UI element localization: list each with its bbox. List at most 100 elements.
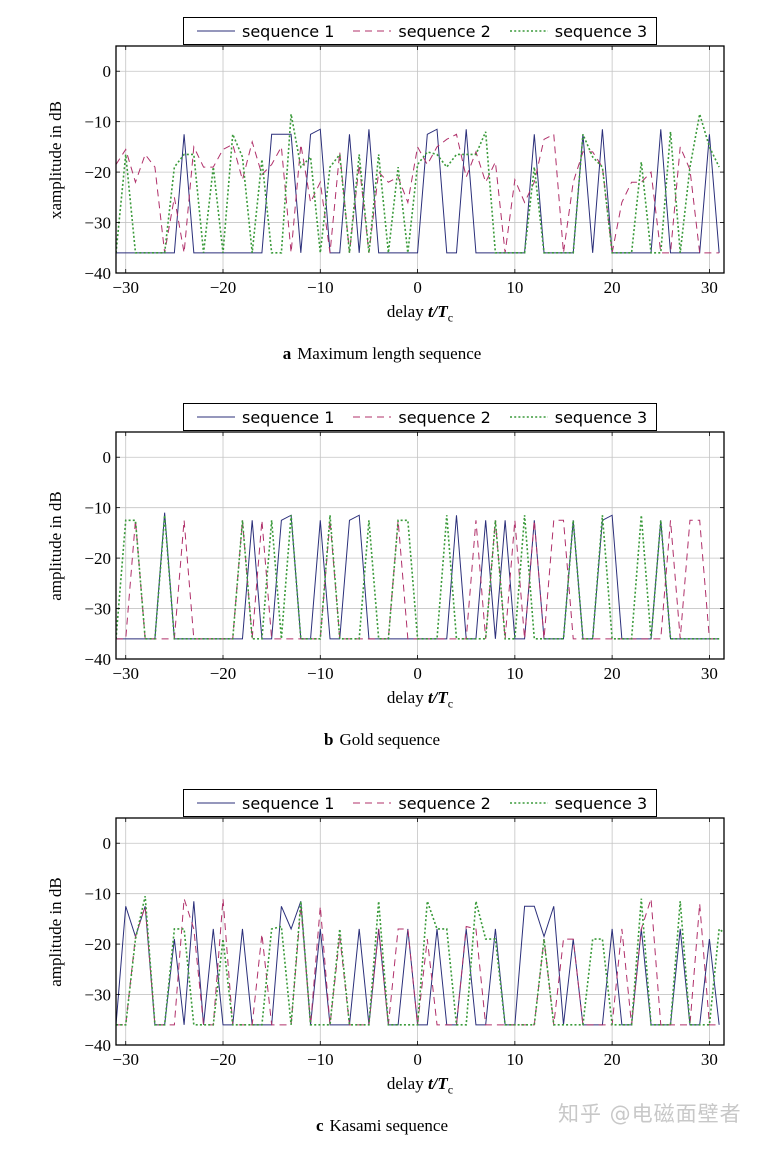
legend-label: sequence 1 — [242, 21, 335, 41]
plot-frame — [115, 45, 725, 274]
x-axis-label-subscript: c — [447, 1082, 454, 1097]
legend-item-sequence-1: sequence 1 — [196, 794, 340, 813]
y-tick-label: −40 — [84, 264, 111, 283]
x-tick-label: −30 — [112, 664, 139, 683]
legend-item-sequence-3: sequence 3 — [509, 408, 653, 427]
legend-label: sequence 3 — [554, 21, 648, 41]
chart-svg: −30 −20 −10 0 10 20 300−10−20−30−40 — [84, 817, 725, 1069]
y-tick-label: −30 — [84, 600, 111, 619]
y-tick-label: −40 — [84, 650, 111, 669]
legend-item-sequence-2: sequence 2 — [352, 22, 496, 41]
y-tick-label: 0 — [103, 834, 112, 853]
x-axis-label: delay t/Tc — [0, 688, 764, 711]
caption-letter: a — [282, 344, 292, 363]
chart-svg: −30 −20 −10 0 10 20 300−10−20−30−40 — [84, 431, 725, 683]
x-tick-label: 10 — [506, 278, 523, 297]
caption-letter: b — [323, 730, 334, 749]
legend-item-sequence-3: sequence 3 — [509, 794, 653, 813]
x-tick-label: −20 — [210, 664, 237, 683]
plot-area — [116, 818, 724, 1045]
y-tick-label: −40 — [84, 1036, 111, 1055]
x-tick-label: −10 — [307, 1050, 334, 1069]
x-tick-label: −20 — [210, 1050, 237, 1069]
x-axis-label: delay t/Tc — [0, 1074, 764, 1097]
y-tick-label: 0 — [103, 448, 112, 467]
series-line-sequence-1 — [116, 128, 720, 254]
x-axis-label-variable: t/T — [427, 688, 448, 707]
x-tick-label: 30 — [701, 278, 718, 297]
x-tick-label: 10 — [506, 664, 523, 683]
y-tick-label: −10 — [84, 499, 111, 518]
x-tick-label: −10 — [307, 664, 334, 683]
x-tick-label: 20 — [604, 278, 621, 297]
legend-swatch-sequence-3 — [509, 416, 548, 418]
x-tick-label: −20 — [210, 278, 237, 297]
x-axis-label-variable: t/T — [427, 1074, 448, 1093]
x-tick-label: 20 — [604, 664, 621, 683]
x-axis-label: delay t/Tc — [0, 302, 764, 325]
chart-svg: −30 −20 −10 0 10 20 300−10−20−30−40 — [84, 45, 725, 297]
y-tick-label: −30 — [84, 986, 111, 1005]
caption-title: Gold sequence — [339, 730, 441, 749]
plot-frame — [115, 431, 725, 660]
legend: sequence 1 sequence 2 sequence 3 — [183, 789, 657, 817]
x-axis-label-prefix: delay — [386, 1074, 428, 1093]
caption-title: Kasami sequence — [329, 1116, 449, 1135]
figure-caption: b Gold sequence — [0, 730, 764, 750]
legend-swatch-sequence-3 — [509, 30, 548, 32]
series-line-sequence-3 — [116, 896, 724, 1026]
legend-label: sequence 1 — [242, 407, 335, 427]
y-tick-label: −10 — [84, 113, 111, 132]
y-tick-label: −10 — [84, 885, 111, 904]
legend: sequence 1 sequence 2 sequence 3 — [183, 17, 657, 45]
series-line-sequence-3 — [116, 515, 720, 640]
plot-frame — [115, 817, 725, 1046]
legend-label: sequence 3 — [554, 793, 648, 813]
x-tick-label: 0 — [413, 664, 422, 683]
x-tick-label: 10 — [506, 1050, 523, 1069]
x-axis-label-subscript: c — [447, 310, 454, 325]
y-tick-label: −20 — [84, 549, 111, 568]
legend-swatch-sequence-1 — [197, 30, 235, 32]
legend-swatch-sequence-1 — [197, 416, 235, 418]
watermark: 知乎 @电磁面壁者 — [558, 1102, 742, 1126]
x-tick-label: 30 — [701, 664, 718, 683]
legend-item-sequence-3: sequence 3 — [509, 22, 653, 41]
legend-label: sequence 2 — [398, 407, 491, 427]
legend-swatch-sequence-3 — [509, 802, 548, 804]
legend-label: sequence 2 — [398, 793, 491, 813]
plot-area — [116, 46, 724, 273]
x-tick-label: −30 — [112, 1050, 139, 1069]
x-axis-label-prefix: delay — [386, 302, 428, 321]
x-tick-label: 0 — [413, 1050, 422, 1069]
plot-area — [116, 432, 724, 659]
y-tick-label: −20 — [84, 163, 111, 182]
y-axis-label: amplitude in dB — [46, 490, 65, 601]
x-axis-label-subscript: c — [447, 696, 454, 711]
caption-title: Maximum length sequence — [297, 344, 482, 363]
legend-label: sequence 1 — [242, 793, 335, 813]
y-tick-label: −20 — [84, 935, 111, 954]
y-axis-label: amplitude in dB — [46, 876, 65, 987]
legend-swatch-sequence-1 — [197, 802, 235, 804]
legend-item-sequence-1: sequence 1 — [196, 22, 340, 41]
y-tick-label: −30 — [84, 214, 111, 233]
legend-label: sequence 2 — [398, 21, 491, 41]
y-tick-label: 0 — [103, 62, 112, 81]
legend-item-sequence-2: sequence 2 — [352, 794, 496, 813]
caption-letter: c — [315, 1116, 324, 1135]
y-axis-label: xamplitude in dB — [46, 100, 65, 219]
x-axis-label-prefix: delay — [386, 688, 428, 707]
figure-caption: a Maximum length sequence — [0, 344, 764, 364]
legend-swatch-sequence-2 — [353, 802, 392, 804]
figure-caption: c Kasami sequence — [0, 1116, 764, 1136]
x-axis-label-variable: t/T — [427, 302, 448, 321]
x-tick-label: 0 — [413, 278, 422, 297]
x-tick-label: 30 — [701, 1050, 718, 1069]
legend-label: sequence 3 — [554, 407, 648, 427]
legend-swatch-sequence-2 — [353, 30, 392, 32]
legend-item-sequence-2: sequence 2 — [352, 408, 496, 427]
